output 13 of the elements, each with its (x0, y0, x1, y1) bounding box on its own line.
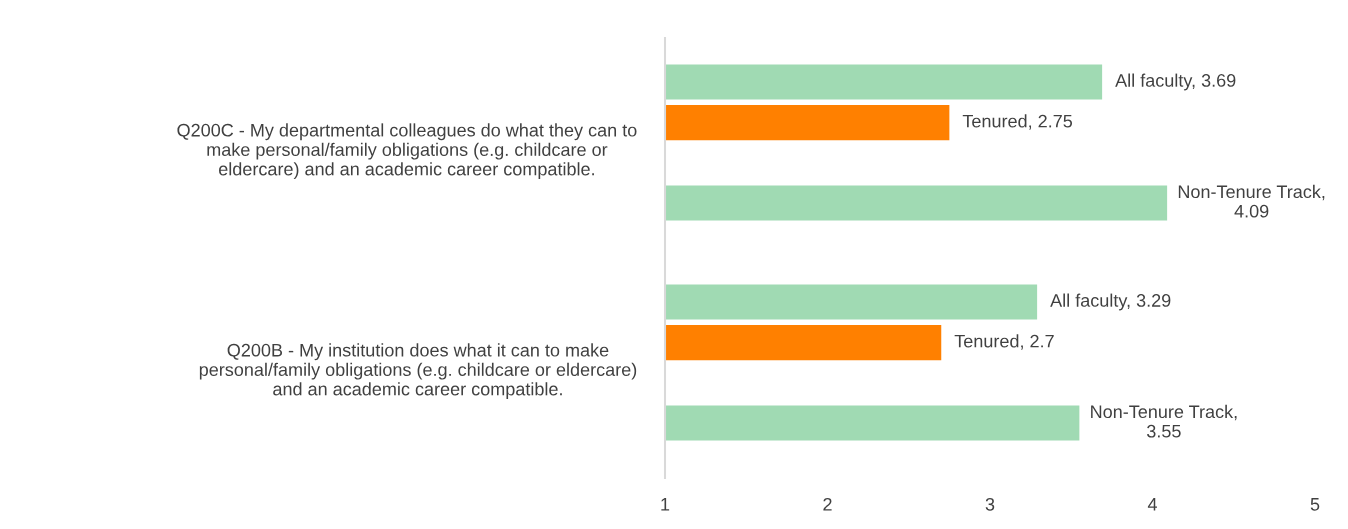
data-label: Non-Tenure Track, 3.55 (1091, 404, 1237, 438)
data-label: All faculty, 3.69 (1115, 73, 1236, 91)
x-tick-label: 4 (1147, 498, 1157, 511)
x-tick-label: 2 (823, 497, 832, 511)
data-label: All faculty, 3.29 (1050, 293, 1171, 311)
x-tick-label: 5 (1310, 498, 1320, 511)
x-tick-label: 1 (661, 498, 670, 511)
y-tick-label: Q200B - My institution does what it can to make personal/family obligations (e.g. childcare or eldercare) and an academic career compatible. (199, 343, 637, 400)
y-tick-label: Q200C - My departmental colleagues do what they can to make personal/family obligations (e.g. childcare or eldercare) and an academic career compatible. (177, 123, 637, 180)
data-label: Tenured, 2.7 (954, 334, 1054, 350)
data-label: Non-Tenure Track, 4.09 (1178, 184, 1325, 218)
x-tick-label: 3 (985, 497, 995, 511)
data-label: Tenured, 2.75 (962, 114, 1073, 130)
